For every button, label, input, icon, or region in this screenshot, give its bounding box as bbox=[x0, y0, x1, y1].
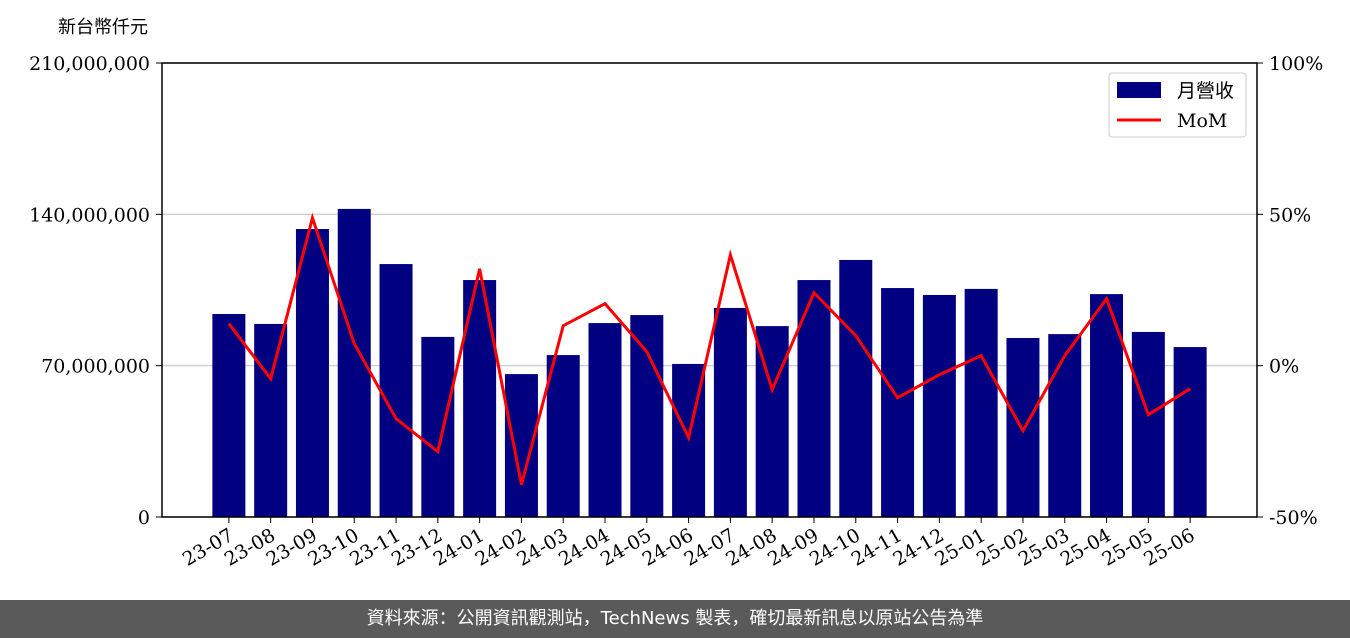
y2-tick-label: 100% bbox=[1269, 53, 1323, 75]
bar bbox=[630, 315, 664, 517]
y2-tick-label: 0% bbox=[1269, 356, 1299, 378]
bar bbox=[379, 264, 413, 517]
bar bbox=[1048, 334, 1082, 517]
bar bbox=[964, 288, 998, 517]
y-tick-label: 70,000,000 bbox=[41, 356, 150, 378]
bar bbox=[1131, 331, 1165, 517]
y2-tick-label: -50% bbox=[1269, 507, 1318, 529]
bar bbox=[922, 294, 956, 517]
bar bbox=[421, 336, 455, 517]
bar bbox=[839, 259, 873, 517]
bar bbox=[713, 307, 747, 517]
y-tick-label: 0 bbox=[138, 507, 150, 529]
bar bbox=[295, 229, 329, 517]
bar bbox=[797, 280, 831, 517]
footer: 資料來源：公開資訊觀測站，TechNews 製表，確切最新訊息以原站公告為準 bbox=[0, 600, 1350, 638]
bar bbox=[212, 313, 246, 517]
line bbox=[227, 212, 1191, 485]
y-tick-label: 210,000,000 bbox=[29, 53, 150, 75]
plot-frame bbox=[161, 62, 1258, 518]
y2-tick-label: 50% bbox=[1269, 204, 1311, 226]
legend-label: 月營收 bbox=[1177, 80, 1234, 102]
bar bbox=[1173, 347, 1207, 517]
bar bbox=[1006, 337, 1040, 517]
y-tick-label: 140,000,000 bbox=[29, 204, 150, 226]
bar bbox=[254, 323, 288, 517]
chart: 新台幣仟元 0 70,000,000 140,000,000 210,000,000 -… bbox=[29, 17, 1323, 571]
bar bbox=[588, 323, 622, 517]
legend-label: MoM bbox=[1177, 110, 1227, 132]
bar bbox=[881, 288, 915, 517]
legend-swatch bbox=[1117, 82, 1161, 98]
y-axis-label: 新台幣仟元 bbox=[58, 17, 148, 38]
bar bbox=[546, 355, 580, 517]
